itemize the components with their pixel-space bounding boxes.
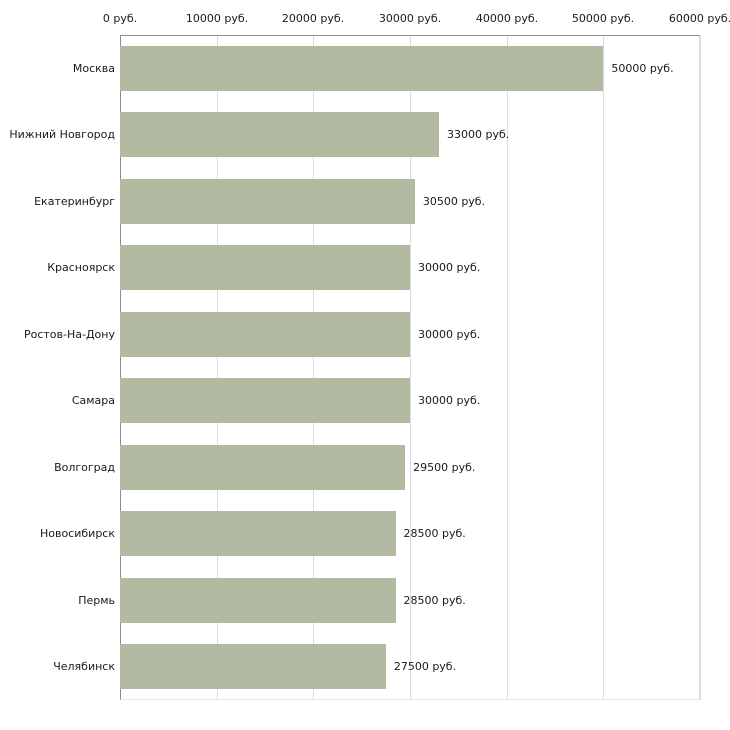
x-axis-tick-label: 30000 руб. [378,12,442,25]
bar [120,577,396,623]
bar [120,112,439,158]
x-axis-tick-label: 0 руб. [102,12,138,25]
gridline [313,35,314,700]
x-axis-tick-label: 60000 руб. [668,12,730,25]
x-axis-tick-label: 10000 руб. [185,12,249,25]
category-label: Волгоград [54,460,115,474]
bar-row: Нижний Новгород 33000 руб. [0,102,730,169]
category-label: Пермь [78,593,115,607]
bar-row: Красноярск 30000 руб. [0,235,730,302]
bar-row: Ростов-На-Дону 30000 руб. [0,301,730,368]
category-label: Красноярск [47,261,115,275]
bar [120,378,410,424]
bar [120,644,386,690]
bar-row: Москва 50000 руб. [0,35,730,102]
bar-row: Волгоград 29500 руб. [0,434,730,501]
value-label: 29500 руб. [413,460,476,474]
bar-row: Екатеринбург 30500 руб. [0,168,730,235]
category-label: Екатеринбург [34,194,115,208]
value-label: 33000 руб. [447,128,510,142]
gridline [507,35,508,700]
gridline [603,35,604,700]
value-label: 28500 руб. [403,593,466,607]
bar [120,444,406,490]
bar [120,511,396,557]
gridline [410,35,411,700]
value-label: 30500 руб. [422,194,486,208]
value-label: 30000 руб. [418,327,481,341]
value-label: 30000 руб. [418,394,481,408]
bar [120,245,410,291]
value-label: 27500 руб. [393,660,457,674]
bar [120,311,410,357]
category-label: Нижний Новгород [9,128,115,142]
value-label: 28500 руб. [403,527,466,541]
bar-row: Самара 30000 руб. [0,368,730,435]
category-label: Москва [72,61,115,75]
bar [120,45,604,91]
bar-row: Челябинск 27500 руб. [0,634,730,701]
gridline [700,35,701,700]
x-axis-tick-label: 50000 руб. [571,12,635,25]
value-label: 30000 руб. [418,261,481,275]
category-label: Самара [71,394,115,408]
bar [120,178,415,224]
value-label: 50000 руб. [611,61,674,75]
category-label: Новосибирск [39,527,115,541]
bar-row: Новосибирск 28500 руб. [0,501,730,568]
gridline [217,35,218,700]
bar-row: Пермь 28500 руб. [0,567,730,634]
x-axis-tick-label: 40000 руб. [475,12,539,25]
category-label: Челябинск [53,660,115,674]
x-axis-tick-label: 20000 руб. [281,12,345,25]
category-label: Ростов-На-Дону [23,327,115,341]
plot-area: Москва 50000 руб. Нижний Новгород 33000 руб… [0,35,730,700]
